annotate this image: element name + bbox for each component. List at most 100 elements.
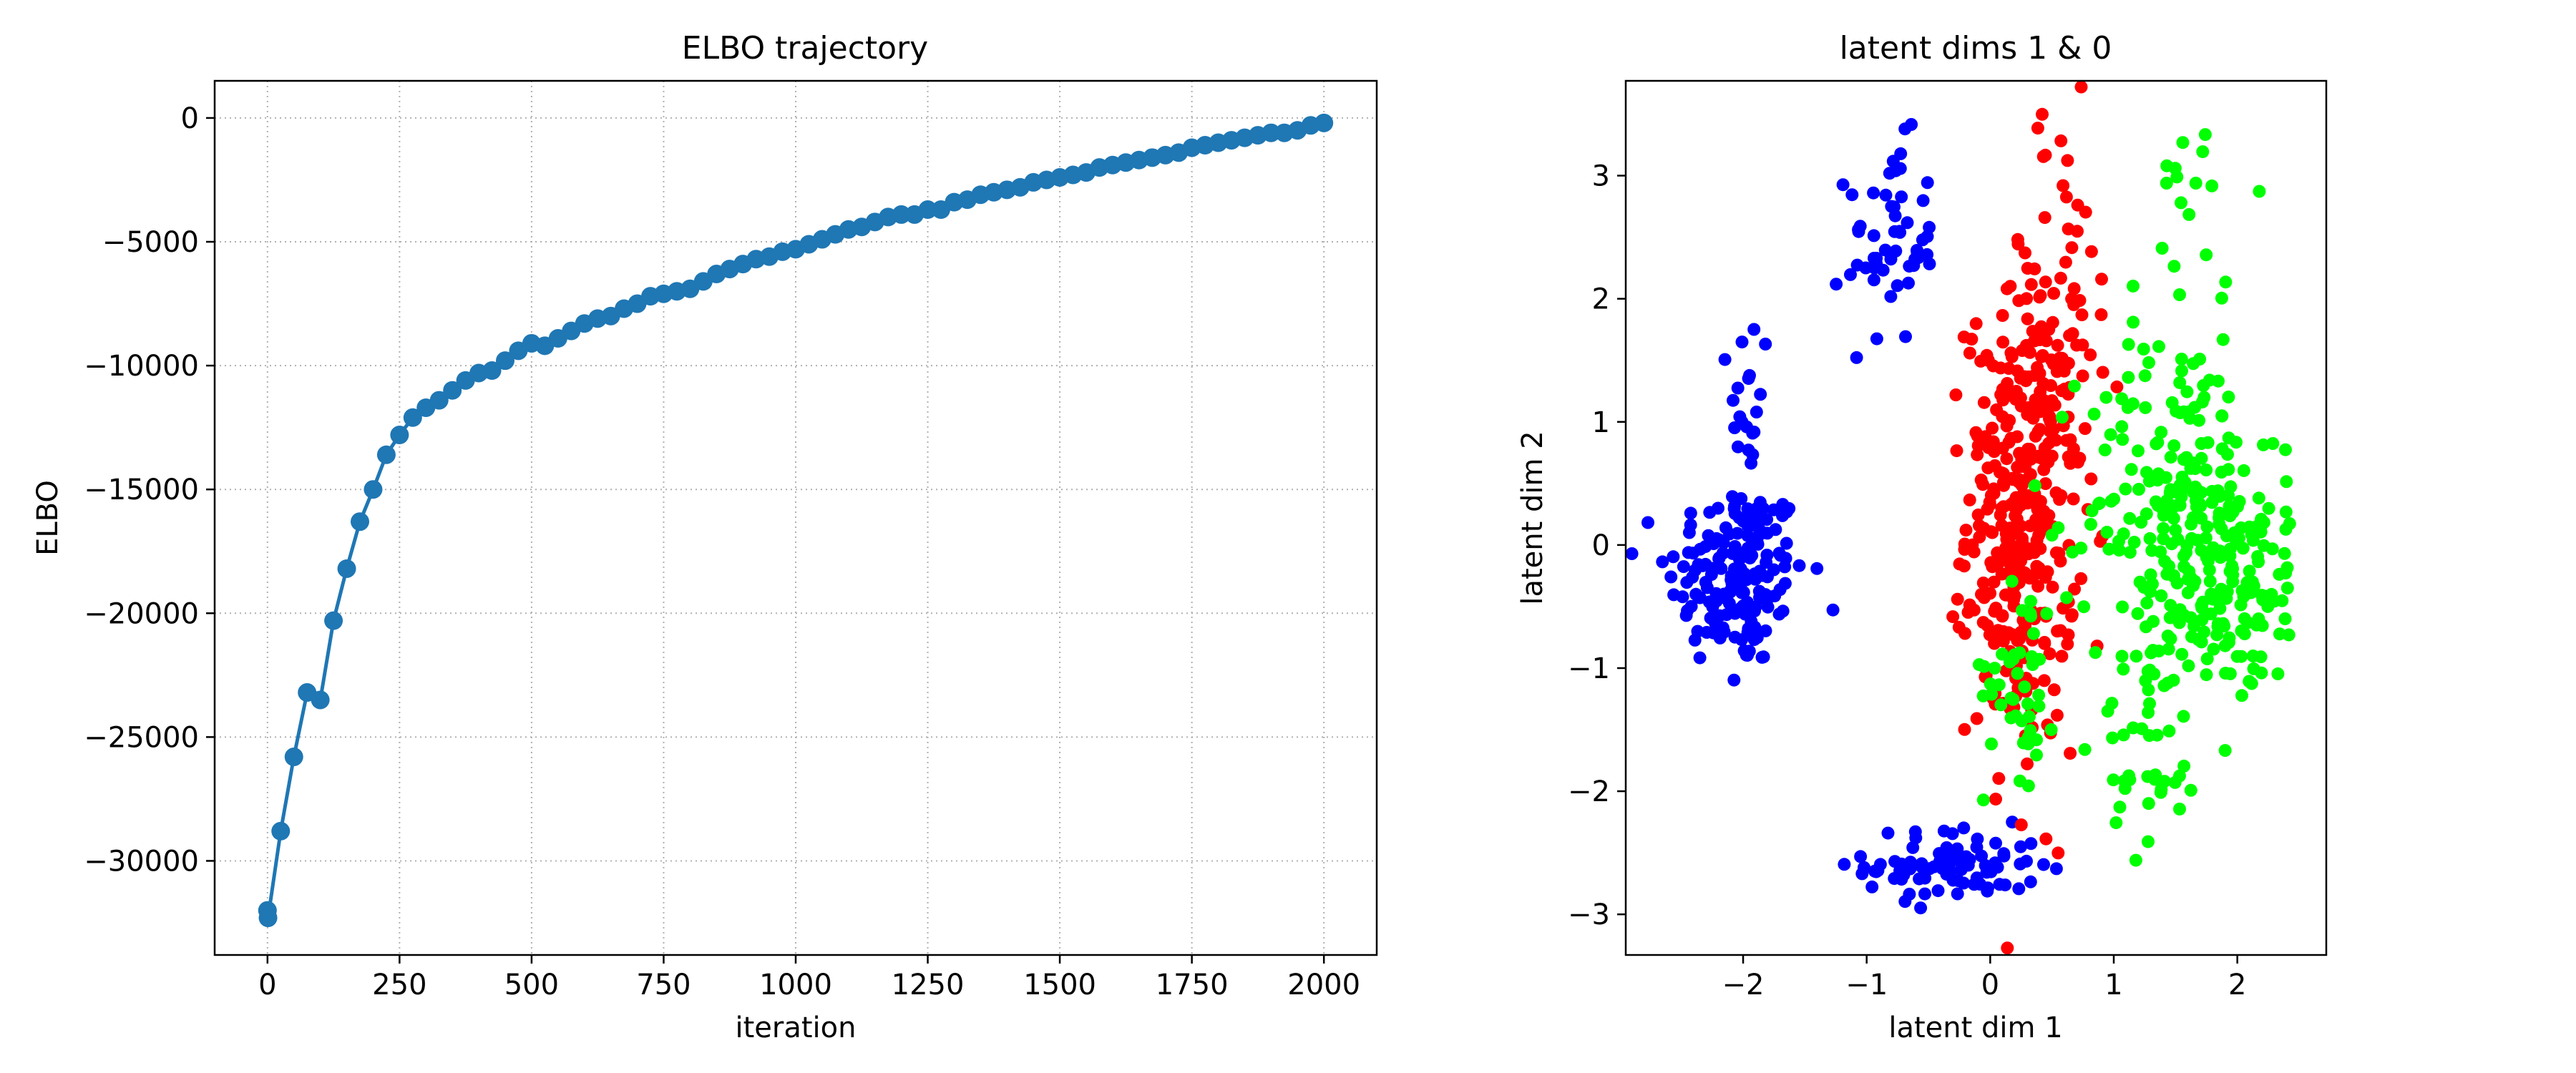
latent-point (2160, 177, 2173, 190)
latent-point (2049, 486, 2063, 499)
latent-point (2036, 150, 2050, 163)
latent-point (1908, 825, 1922, 838)
latent-point (1890, 279, 1904, 293)
latent-point (1759, 338, 1772, 351)
latent-point (2154, 785, 2167, 799)
latent-point (2051, 846, 2065, 860)
latent-point (1780, 505, 1793, 519)
latent-point (1979, 430, 1992, 444)
latent-point (2107, 773, 2120, 787)
latent-point (2099, 391, 2113, 404)
latent-point (1901, 216, 1914, 230)
latent-point (1987, 575, 2001, 589)
latent-point (2021, 442, 2035, 456)
latent-point (2009, 709, 2022, 722)
latent-point (2200, 550, 2213, 564)
latent-point (2047, 287, 2061, 300)
latent-point (2024, 875, 2037, 888)
latent-point (1780, 536, 1793, 550)
latent-point (1903, 862, 1917, 876)
latent-point (2046, 580, 2059, 594)
latent-point (2104, 428, 2117, 441)
latent-point (2132, 483, 2145, 496)
latent-point (1959, 850, 1973, 863)
latent-point (2147, 614, 2160, 628)
latent-point (2152, 645, 2165, 658)
latent-point (1712, 533, 1726, 547)
latent-point (2093, 496, 2107, 510)
latent-point (1949, 388, 1963, 401)
latent-point (1885, 200, 1898, 213)
latent-point (2077, 600, 2091, 614)
latent-point (1684, 506, 1697, 520)
latent-point (2044, 723, 2058, 736)
latent-point (2001, 377, 2014, 390)
latent-point (2037, 325, 2050, 338)
latent-point (2122, 338, 2135, 351)
latent-point (2076, 338, 2089, 352)
latent-point (2024, 837, 2038, 851)
latent-point (2138, 369, 2152, 383)
latent-point (2031, 425, 2045, 438)
latent-point (1728, 421, 1742, 434)
latent-point (2177, 549, 2190, 563)
latent-point (1641, 516, 1654, 529)
latent-point (2117, 728, 2130, 742)
latent-point (2250, 520, 2263, 534)
latent-point (2223, 667, 2237, 680)
latent-point (2011, 430, 2024, 444)
latent-point (2043, 647, 2057, 660)
latent-point (2235, 624, 2248, 637)
latent-point (1881, 826, 1895, 840)
latent-point (2144, 585, 2157, 599)
latent-point (1867, 186, 1880, 200)
latent-point (2028, 479, 2041, 492)
latent-point (2155, 242, 2169, 255)
latent-point (1850, 351, 1863, 364)
latent-point (1772, 607, 1786, 621)
latent-x-tick-label: −2 (1722, 969, 1765, 1001)
latent-point (2187, 357, 2200, 371)
latent-point (2021, 757, 2034, 770)
latent-point (2100, 526, 2114, 539)
latent-x-tick-label: 2 (2228, 969, 2246, 1001)
elbo-y-tick-label: 0 (181, 102, 199, 135)
latent-point (1961, 606, 1975, 619)
latent-point (2075, 308, 2089, 322)
latent-point (2283, 517, 2296, 530)
latent-point (2200, 248, 2213, 262)
latent-point (1727, 562, 1741, 576)
latent-point (2127, 721, 2140, 735)
latent-point (2116, 600, 2129, 614)
latent-point (1899, 330, 1912, 343)
latent-point (1855, 867, 1869, 881)
latent-point (2282, 628, 2296, 642)
latent-point (2200, 652, 2214, 665)
latent-point (2167, 260, 2181, 273)
latent-point (2141, 665, 2155, 678)
latent-point (2044, 353, 2058, 367)
latent-point (2192, 413, 2206, 427)
latent-point (1740, 648, 1753, 662)
latent-point (2039, 275, 2052, 289)
latent-point (1760, 526, 1774, 540)
latent-point (1867, 273, 1880, 287)
latent-point (1914, 858, 1928, 872)
latent-point (2175, 353, 2188, 366)
latent-point (1888, 855, 1902, 868)
latent-point (2021, 779, 2035, 793)
latent-point (1940, 868, 1953, 881)
latent-point (1933, 847, 1946, 861)
latent-point (1868, 261, 1881, 275)
elbo-y-tick-label: −25000 (84, 721, 199, 754)
elbo-y-tick-label: −10000 (84, 350, 199, 383)
latent-point (2024, 594, 2037, 608)
latent-point (2049, 546, 2063, 559)
elbo-chart-title: ELBO trajectory (682, 30, 928, 67)
latent-point (1914, 901, 1928, 915)
latent-point (2060, 591, 2074, 604)
latent-point (2096, 366, 2109, 379)
elbo-y-tick-label: −30000 (84, 845, 199, 878)
elbo-point (482, 361, 502, 381)
latent-point (1713, 609, 1727, 622)
